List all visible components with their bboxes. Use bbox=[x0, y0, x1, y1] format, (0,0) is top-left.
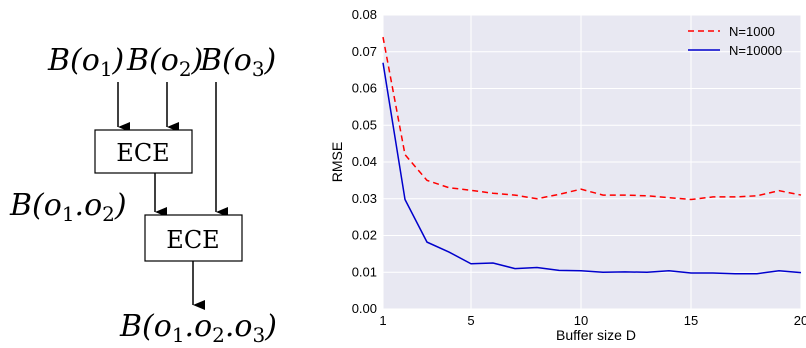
series-line-n-1000 bbox=[382, 36, 802, 201]
y-tick-label: 0.07 bbox=[352, 44, 377, 59]
y-tick-label: 0.04 bbox=[352, 154, 377, 169]
y-tick-label: 0.01 bbox=[352, 264, 377, 279]
series-line-n-10000 bbox=[382, 62, 802, 275]
input-label-b-o2-sub: 2 bbox=[179, 57, 192, 81]
input-label-b-o1: B(o1) bbox=[47, 43, 124, 81]
legend-label: N=10000 bbox=[729, 43, 782, 58]
y-axis-label: RMSE bbox=[329, 142, 345, 182]
ece-box-1 bbox=[94, 129, 193, 174]
ece-box-2-label: ECE bbox=[166, 226, 219, 254]
x-tick-label: 15 bbox=[684, 313, 698, 328]
y-tick-label: 0.03 bbox=[352, 191, 377, 206]
intermediate-label-b-o1-o2: B(o1.o2) bbox=[9, 188, 127, 226]
y-tick-label: 0.00 bbox=[352, 301, 377, 316]
input-label-b-o1-sub: 1 bbox=[100, 57, 113, 81]
input-label-b-o3-sub: 3 bbox=[252, 57, 265, 81]
x-tick-label: 20 bbox=[794, 313, 806, 328]
rmse-chart: 0.000.010.020.030.040.050.060.070.081 5 10… bbox=[329, 7, 806, 343]
output-sub-2: 2 bbox=[212, 323, 225, 347]
x-tick-label: 5 bbox=[467, 313, 474, 328]
ece-box-1-label: ECE bbox=[116, 139, 169, 167]
y-tick-label: 0.08 bbox=[352, 7, 377, 22]
y-tick-label: 0.02 bbox=[352, 228, 377, 243]
series-layer bbox=[382, 36, 802, 275]
output-sub-1: 1 bbox=[172, 323, 185, 347]
legend-label: N=1000 bbox=[729, 24, 775, 39]
intermediate-sub-2: 2 bbox=[102, 202, 115, 226]
legend: N=1000 N=10000 bbox=[688, 24, 782, 58]
input-label-b-o2: B(o2) bbox=[126, 43, 203, 81]
output-sub-3: 3 bbox=[253, 323, 266, 347]
y-tick-label: 0.06 bbox=[352, 81, 377, 96]
output-label-b-o1-o2-o3: B(o1.o2.o3) bbox=[119, 309, 277, 347]
input-label-b-o3: B(o3) bbox=[199, 43, 276, 81]
intermediate-sub-1: 1 bbox=[62, 202, 75, 226]
tick-labels: 0.000.010.020.030.040.050.060.070.081 5 10… bbox=[352, 7, 806, 328]
y-tick-label: 0.05 bbox=[352, 117, 377, 132]
ece-diagram: B(o1) B(o2) B(o3) ECE B(o1.o2) ECE B(o1.… bbox=[9, 43, 277, 347]
x-axis-label: Buffer size D bbox=[556, 327, 636, 343]
x-tick-label: 1 bbox=[379, 313, 386, 328]
x-tick-label: 10 bbox=[574, 313, 588, 328]
